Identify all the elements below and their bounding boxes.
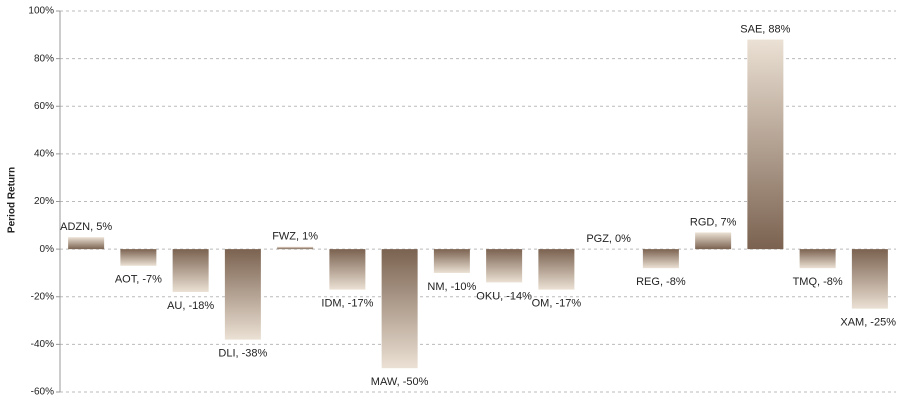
bar	[695, 232, 732, 250]
data-label: REG, -8%	[636, 276, 686, 288]
y-tick-label: 80%	[34, 53, 54, 64]
bar	[224, 249, 261, 340]
data-label: NM, -10%	[427, 281, 476, 293]
data-label: MAW, -50%	[371, 376, 429, 388]
bar	[172, 249, 209, 292]
data-label: XAM, -25%	[840, 317, 896, 329]
data-label: AOT, -7%	[115, 274, 162, 286]
data-label: DLI, -38%	[218, 348, 267, 360]
bar	[277, 246, 314, 250]
bar	[538, 249, 575, 290]
bar	[433, 249, 470, 273]
bar	[799, 249, 836, 269]
data-label: FWZ, 1%	[272, 231, 318, 243]
y-tick-label: 40%	[34, 149, 54, 160]
data-label: RGD, 7%	[690, 216, 737, 228]
y-tick-label: 20%	[34, 196, 54, 207]
bar	[642, 249, 679, 269]
bar	[329, 249, 366, 290]
y-tick-label: -60%	[31, 387, 54, 398]
bar	[381, 249, 418, 369]
bar	[747, 39, 784, 250]
data-label: AU, -18%	[167, 300, 214, 312]
data-label: ADZN, 5%	[60, 221, 112, 233]
data-label: PGZ, 0%	[586, 233, 631, 245]
y-tick-label: 0%	[40, 244, 55, 255]
y-axis-label: Period Return	[7, 167, 18, 233]
bar	[68, 237, 105, 250]
data-label: SAE, 88%	[740, 23, 790, 35]
y-tick-label: 100%	[28, 6, 54, 17]
y-tick-label: -40%	[31, 339, 54, 350]
bar	[851, 249, 888, 309]
data-label: OM, -17%	[532, 298, 582, 310]
bar	[120, 249, 157, 266]
y-tick-label: -20%	[31, 291, 54, 302]
data-label: TMQ, -8%	[793, 276, 843, 288]
y-tick-label: 60%	[34, 101, 54, 112]
data-label: IDM, -17%	[321, 298, 373, 310]
bar	[486, 249, 523, 283]
data-label: OKU, -14%	[476, 290, 532, 302]
